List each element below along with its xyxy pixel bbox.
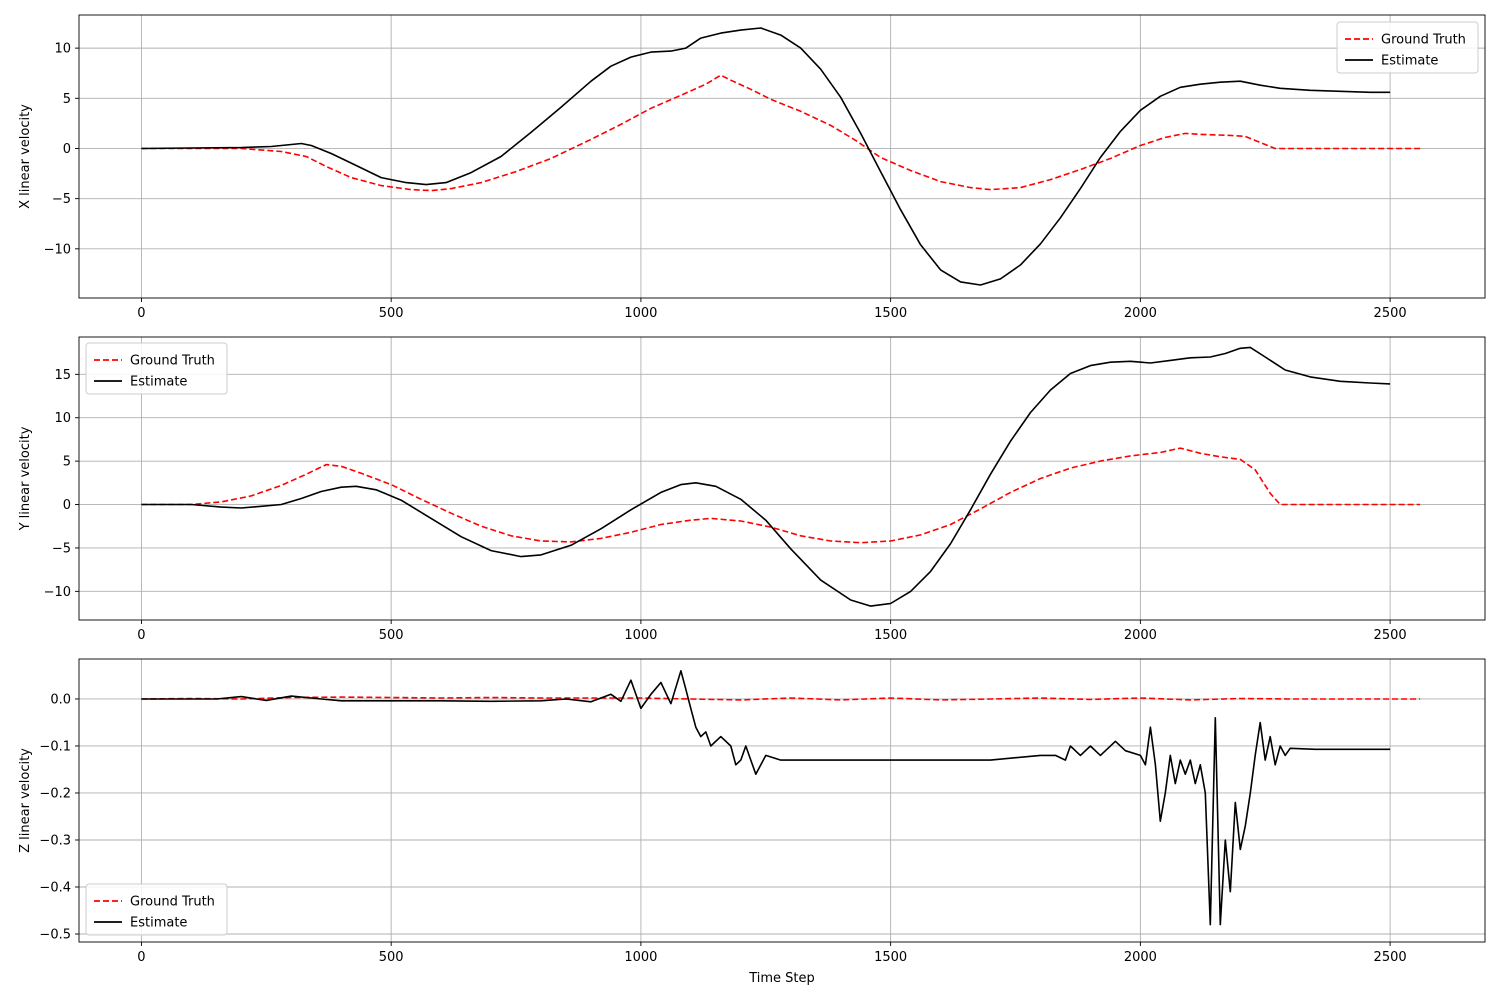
legend-estimate-label: Estimate: [1381, 54, 1438, 69]
x-tick-label: 500: [379, 306, 404, 321]
legend-ground-truth-label: Ground Truth: [130, 895, 215, 910]
axes-frame: [78, 336, 1486, 621]
series-group: [141, 27, 1421, 286]
subplot-1: 0 500 1000 1500 2000 2500 −10 −5 0 5 10 X linear ve…: [18, 14, 1486, 321]
legend-estimate-label: Estimate: [130, 375, 187, 390]
y-tick-label: 5: [63, 455, 71, 470]
x-axis-label: Time Step: [748, 971, 815, 986]
x-tick-label: 500: [379, 950, 404, 965]
y-tick-label: 0: [63, 498, 71, 513]
x-tick-label: 500: [379, 628, 404, 643]
y-tick-label: 10: [54, 411, 71, 426]
y-axis-label: Z linear velocity: [18, 748, 33, 853]
series-group: [141, 670, 1421, 926]
y-tick-label: 15: [54, 368, 71, 383]
x-tick-label: 1000: [624, 628, 657, 643]
estimate-line: [141, 670, 1391, 926]
y-axis-label: Y linear velocity: [18, 426, 33, 531]
x-tick-label: 2000: [1124, 306, 1157, 321]
x-tick-label: 1500: [874, 628, 907, 643]
y-tick-label: 0: [63, 142, 71, 157]
subplot-2: 0 500 1000 1500 2000 2500 −10 −5 0 5 10 15 Y linear …: [18, 336, 1486, 643]
y-tick-label: −0.5: [39, 928, 71, 943]
y-tick-label: −10: [44, 242, 71, 257]
y-tick-label: −5: [52, 541, 71, 556]
x-tick-label: 2500: [1374, 306, 1407, 321]
y-tick-label: −0.3: [39, 833, 71, 848]
subplot-3: 0 500 1000 1500 2000 2500 −0.5 −0.4 −0.3 −0.2 −0.1…: [18, 658, 1486, 986]
estimate-line: [141, 346, 1391, 607]
y-tick-label: −10: [44, 585, 71, 600]
y-tick-label: −0.2: [39, 786, 71, 801]
ground-truth-line: [141, 696, 1421, 701]
ground-truth-line: [141, 447, 1421, 544]
y-tick-label: −5: [52, 192, 71, 207]
x-tick-label: 1000: [624, 950, 657, 965]
legend: Ground Truth Estimate: [1336, 21, 1479, 74]
y-tick-label: −0.4: [39, 880, 71, 895]
y-tick-label: 0.0: [50, 692, 71, 707]
axes-frame: [78, 14, 1486, 299]
legend-ground-truth-label: Ground Truth: [130, 354, 215, 369]
legend: Ground Truth Estimate: [85, 342, 228, 395]
x-tick-label: 0: [137, 306, 145, 321]
x-tick-label: 1500: [874, 306, 907, 321]
x-tick-label: 0: [137, 950, 145, 965]
x-tick-label: 0: [137, 628, 145, 643]
series-group: [141, 346, 1421, 607]
legend-estimate-label: Estimate: [130, 916, 187, 931]
y-tick-label: 10: [54, 42, 71, 57]
legend: Ground Truth Estimate: [85, 883, 228, 936]
x-tick-label: 2000: [1124, 950, 1157, 965]
x-tick-label: 2500: [1374, 950, 1407, 965]
axes-frame: [78, 658, 1486, 943]
y-tick-label: −0.1: [39, 739, 71, 754]
x-tick-label: 1500: [874, 950, 907, 965]
y-axis-label: X linear velocity: [18, 104, 33, 209]
ground-truth-line: [141, 74, 1421, 192]
legend-ground-truth-label: Ground Truth: [1381, 33, 1466, 48]
x-tick-label: 1000: [624, 306, 657, 321]
estimate-line: [141, 27, 1391, 286]
x-tick-label: 2000: [1124, 628, 1157, 643]
x-tick-label: 2500: [1374, 628, 1407, 643]
y-tick-label: 5: [63, 92, 71, 107]
